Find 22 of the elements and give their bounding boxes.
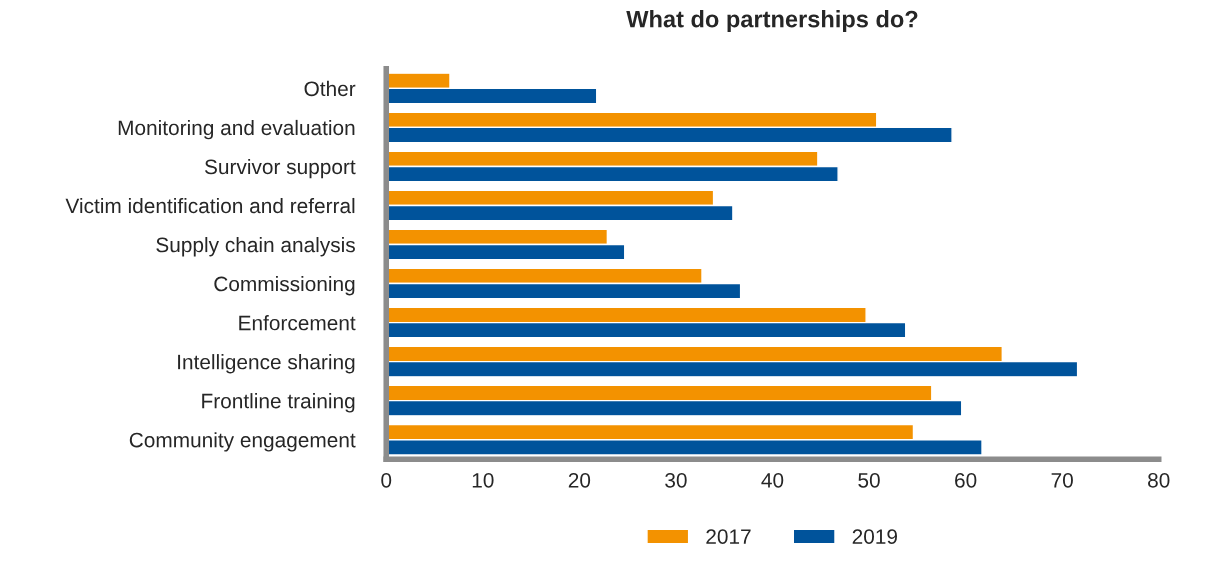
x-tick-label: 20 xyxy=(568,472,591,488)
x-tick-label: 0 xyxy=(381,472,392,488)
x-tick-label: 60 xyxy=(955,472,977,488)
y-tick-label: Commissioning xyxy=(214,276,355,296)
y-tick-label: Victim identification and referral xyxy=(65,197,355,214)
x-tick-label: 30 xyxy=(665,472,687,488)
x-tick-label: 10 xyxy=(472,472,494,488)
legend-label: 2019 xyxy=(852,529,898,544)
y-tick-label: Monitoring and evaluation xyxy=(118,119,355,140)
x-tick-label: 40 xyxy=(761,472,784,488)
x-tick-label: 70 xyxy=(1051,472,1073,488)
x-tick-label: 80 xyxy=(1148,472,1170,488)
y-tick-label: Supply chain analysis xyxy=(156,236,355,257)
legend-label: 2017 xyxy=(706,529,751,544)
chart-title: What do partnerships do? xyxy=(626,10,918,33)
y-tick-label: Enforcement xyxy=(239,315,356,331)
y-tick-label: Intelligence sharing xyxy=(178,354,355,374)
y-tick-label: Community engagement xyxy=(129,432,356,452)
y-tick-label: Frontline training xyxy=(202,393,355,413)
x-tick-label: 50 xyxy=(858,472,880,488)
y-tick-label: Survivor support xyxy=(204,158,356,179)
y-tick-label: Other xyxy=(304,80,356,97)
